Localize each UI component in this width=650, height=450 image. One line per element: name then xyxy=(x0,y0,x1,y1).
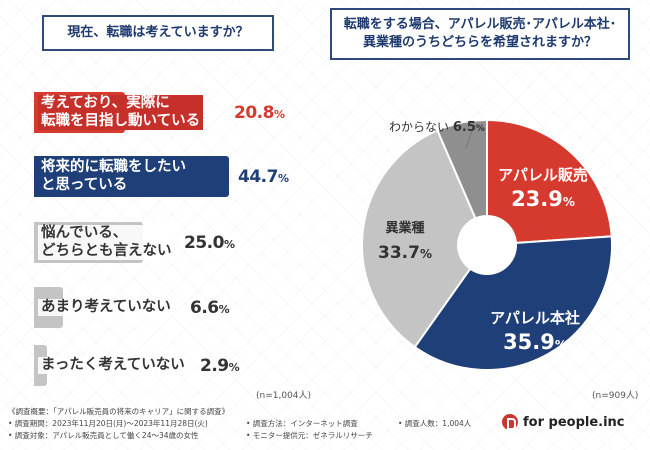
bar-label: あまり考えていない xyxy=(38,287,174,328)
pie-label-value: 35.9% xyxy=(503,330,567,354)
bar-value-unit: % xyxy=(273,107,285,121)
footer-method: • 調査方法：インターネット調査 xyxy=(246,419,358,428)
bar: まったく考えていない xyxy=(34,345,188,386)
bar-value-number: 20.8 xyxy=(233,102,274,123)
pie-label-name: アパレル販売 xyxy=(498,166,588,184)
bar-value-number: 2.9 xyxy=(199,355,229,376)
pie-label-value: 23.9% xyxy=(511,187,575,211)
bar-value-number: 6.6 xyxy=(189,297,219,318)
bar-value-number: 25.0 xyxy=(183,232,224,253)
bar-label: 考えており、実際に 転職を目指し動いている xyxy=(38,92,204,133)
pie-label-name: アパレル本社 xyxy=(490,309,580,327)
bar: あまり考えていない xyxy=(34,287,174,328)
bar-label-line: と思っている xyxy=(38,176,189,195)
company-logo[interactable]: for people.inc xyxy=(502,414,625,430)
footer-period: • 調査期間：2023年11月20日(月)～2023年11月28日(火) xyxy=(8,419,208,428)
bar-value-number: 44.7 xyxy=(238,166,278,187)
pie-slice xyxy=(413,235,613,371)
bar: 悩んでいる、 どちらとも言えない xyxy=(34,222,175,263)
bar-label-line: どちらとも言えない xyxy=(38,242,175,261)
pie-label-name: 異業種 xyxy=(385,220,424,236)
footer-monitor: • モニター提供元：ゼネラルリサーチ xyxy=(246,431,373,440)
bar-value: 20.8% xyxy=(233,102,285,123)
right-question-line-1: 転職をする場合、アパレル販売･アパレル本社･ xyxy=(343,17,617,33)
bar-row: あまり考えていない 6.6% xyxy=(34,287,230,328)
pie-chart: アパレル販売 23.9% アパレル本社 35.9% 異業種 33.7% わからない 6.5% xyxy=(361,118,613,371)
footer-count: • 調査人数：1,004人 xyxy=(398,419,472,428)
bar-label: まったく考えていない xyxy=(38,345,188,386)
bar-value: 2.9% xyxy=(199,355,240,376)
footer-survey-overview: 《調査概要：「アパレル販売員の将来のキャリア」に関する調査》 xyxy=(8,407,230,416)
right-question-line-2: 異業種のうちどちらを希望されますか？ xyxy=(362,35,597,50)
pie-slice xyxy=(486,118,613,247)
pie-slice xyxy=(436,118,488,246)
bar-value: 25.0% xyxy=(183,232,235,253)
footer: 《調査概要：「アパレル販売員の将来のキャリア」に関する調査》 • 調査期間：20… xyxy=(0,402,650,450)
bar-row: 将来的に転職をしたい と思っている 44.7% xyxy=(34,156,289,197)
right-question-title: 転職をする場合、アパレル販売･アパレル本社･ 異業種のうちどちらを希望されますか… xyxy=(330,8,630,60)
bar-label-line: 悩んでいる、 xyxy=(38,224,175,243)
bar-label-line: 将来的に転職をしたい xyxy=(38,158,189,177)
right-sample-size: (n=909人) xyxy=(592,391,639,401)
donut-hole xyxy=(457,215,517,275)
bar-value: 6.6% xyxy=(189,297,230,318)
logo-icon xyxy=(502,414,518,430)
logo-text: for people.inc xyxy=(523,414,625,430)
bar-row: まったく考えていない 2.9% xyxy=(34,345,240,386)
pie-slice xyxy=(361,128,489,349)
bar-value: 44.7% xyxy=(238,166,289,187)
pie-label-value: 33.7% xyxy=(378,243,432,263)
bar: 将来的に転職をしたい と思っている xyxy=(34,156,229,197)
bar-label-line: あまり考えていない xyxy=(38,298,174,317)
bar-row: 悩んでいる、 どちらとも言えない 25.0% xyxy=(34,222,235,263)
bar-row: 考えており、実際に 転職を目指し動いている 20.8% xyxy=(34,92,285,133)
left-sample-size: (n=1,004人) xyxy=(256,391,312,401)
bar: 考えており、実際に 転職を目指し動いている xyxy=(34,92,204,133)
left-question-title: 現在、転職は考えていますか？ xyxy=(42,15,274,51)
bar-label-line: まったく考えていない xyxy=(38,356,188,375)
bar-label: 将来的に転職をしたい と思っている xyxy=(38,156,189,197)
pie-label: わからない 6.5% xyxy=(389,120,485,135)
bar-label-line: 考えており、実際に xyxy=(38,94,204,113)
footer-target: • 調査対象：アパレル販売員として働く24～34歳の女性 xyxy=(8,431,199,440)
bar-value-unit: % xyxy=(277,171,289,185)
bar-label-line: 転職を目指し動いている xyxy=(38,112,204,131)
bar-value-unit: % xyxy=(218,302,230,316)
bar-value-unit: % xyxy=(223,237,235,251)
bar-label: 悩んでいる、 どちらとも言えない xyxy=(38,222,175,263)
leader-line xyxy=(465,125,475,149)
bar-value-unit: % xyxy=(228,360,240,374)
